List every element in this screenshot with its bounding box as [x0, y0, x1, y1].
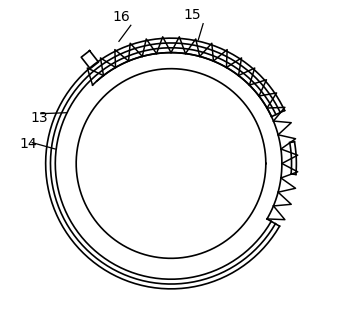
Text: 16: 16	[112, 10, 130, 24]
Text: 14: 14	[19, 137, 37, 151]
Text: 13: 13	[30, 112, 48, 126]
Text: 15: 15	[183, 8, 201, 22]
